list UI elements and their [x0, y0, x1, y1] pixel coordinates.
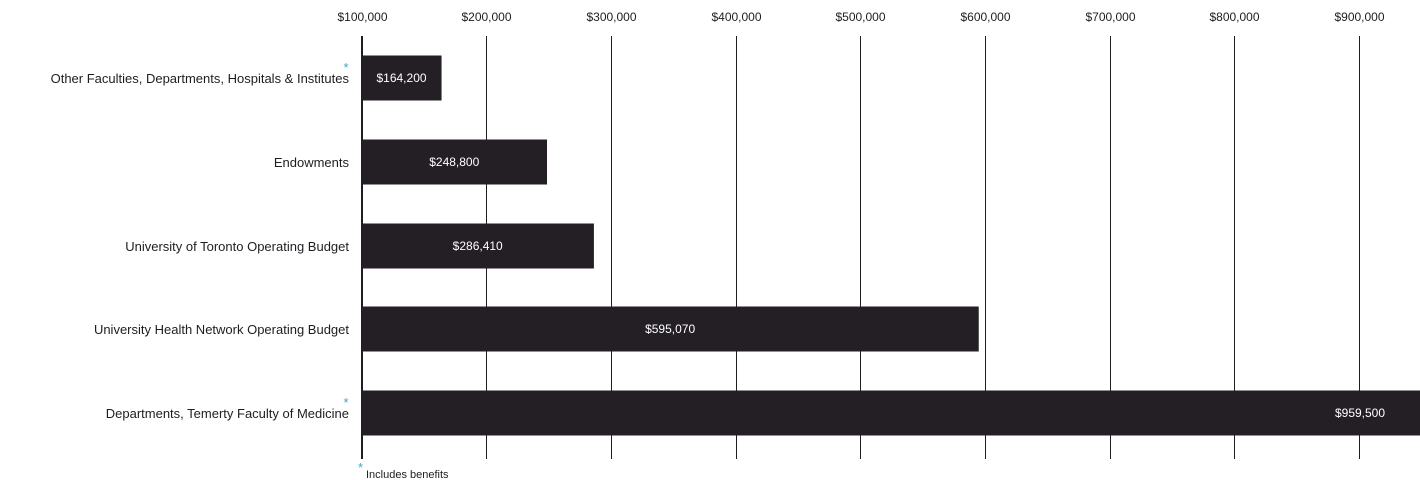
bar: [361, 139, 548, 185]
x-tick-label: $800,000: [1209, 10, 1259, 24]
bar-value-label: $595,070: [645, 322, 695, 336]
category-label: Endowments: [274, 155, 350, 170]
x-tick-label: $200,000: [461, 10, 511, 24]
bar-value-label: $248,800: [429, 155, 479, 169]
x-tick-label: $400,000: [711, 10, 761, 24]
bar: [361, 55, 442, 101]
gridlines: [361, 36, 1360, 459]
bar: [361, 390, 1420, 436]
x-tick-label: $500,000: [835, 10, 885, 24]
category-label: University of Toronto Operating Budget: [125, 239, 349, 254]
x-tick-label: $700,000: [1085, 10, 1135, 24]
bar: [361, 223, 594, 269]
bar-value-label: $959,500: [1335, 406, 1385, 420]
asterisk-marker: *: [343, 395, 348, 410]
x-tick-label: $100,000: [337, 10, 387, 24]
x-tick-label: $900,000: [1334, 10, 1384, 24]
asterisk-marker: *: [343, 60, 348, 75]
bars: $164,200 $248,800 $286,410 $595,070 $959,500: [361, 55, 1420, 436]
x-tick-label: $300,000: [586, 10, 636, 24]
category-label: Departments, Temerty Faculty of Medicine: [106, 406, 349, 421]
x-axis-ticks: $100,000 $200,000 $300,000 $400,000 $500,000…: [337, 10, 1384, 24]
footnote-asterisk: *: [358, 460, 363, 475]
bar-value-label: $286,410: [453, 239, 503, 253]
category-label: Other Faculties, Departments, Hospitals …: [51, 71, 350, 86]
category-labels: Other Faculties, Departments, Hospitals …: [51, 60, 350, 421]
footnote: * Includes benefits: [358, 460, 449, 480]
category-label: University Health Network Operating Budg…: [94, 322, 349, 337]
footnote-text: Includes benefits: [366, 469, 449, 480]
bar-value-label: $164,200: [376, 71, 426, 85]
bar: [361, 306, 979, 352]
x-tick-label: $600,000: [960, 10, 1010, 24]
